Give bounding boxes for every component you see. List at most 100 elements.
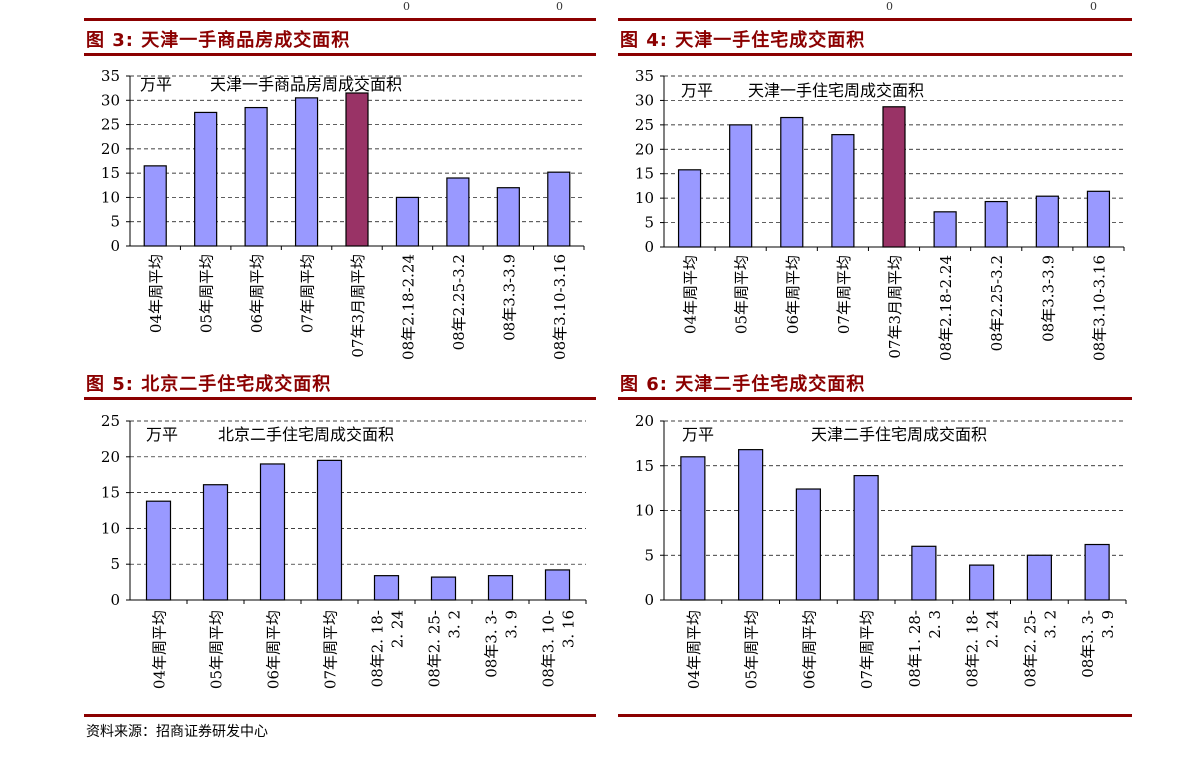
x-tick-label: 08年2.18-2.24 [399, 254, 417, 360]
top-cut-label: 0 [1090, 0, 1097, 13]
bar [1086, 190, 1111, 248]
top-cut-label: 0 [886, 0, 893, 13]
x-tick-label: 2. 24 [389, 610, 407, 648]
x-tick-label: 3. 2 [1041, 610, 1059, 639]
x-tick-label: 08年3. 3- [1079, 610, 1097, 678]
y-tick-label: 0 [644, 591, 654, 609]
top-cut-label: 0 [556, 0, 563, 13]
chart-panel-fig4: 图 4: 天津一手住宅成交面积 0 5 10 15 20 25 30 35 万平 天津一手住宅周成… [618, 21, 1132, 361]
y-tick-label: 15 [101, 484, 120, 502]
x-tick-label: 08年2.18-2.24 [937, 255, 955, 361]
bar [1026, 554, 1052, 601]
inner-chart-title: 天津二手住宅周成交面积 [811, 425, 987, 444]
bar [831, 134, 855, 248]
x-tick-label: 05年周平均 [743, 610, 761, 689]
y-tick-label: 5 [110, 555, 120, 573]
figure-title: 图 5: 北京二手住宅成交面积 [86, 374, 332, 395]
x-tick-label: 08年2.25-3.2 [450, 254, 468, 350]
x-tick-label: 3. 2 [446, 610, 464, 639]
y-tick-label: 20 [101, 140, 120, 158]
x-tick-label: 07年周平均 [858, 610, 876, 689]
bar [780, 116, 804, 248]
bar [259, 463, 286, 601]
x-tick-label: 07年周平均 [322, 610, 340, 689]
bar [795, 488, 821, 601]
bar [738, 449, 764, 601]
y-tick-label: 10 [635, 189, 654, 207]
y-tick-label: 10 [101, 519, 120, 537]
y-tick-label: 15 [635, 165, 654, 183]
y-tick-label: 0 [110, 591, 120, 609]
bar [194, 111, 218, 247]
unit-label: 万平 [146, 425, 178, 444]
x-tick-label: 07年3月周平均 [349, 254, 367, 358]
y-tick-label: 25 [635, 116, 654, 134]
figure-title: 图 3: 天津一手商品房成交面积 [86, 30, 351, 51]
bar [984, 200, 1008, 248]
bar [202, 484, 229, 601]
bar [446, 177, 470, 247]
y-tick-label: 5 [644, 214, 654, 232]
unit-label: 万平 [682, 425, 714, 444]
bar [677, 169, 702, 248]
unit-label: 万平 [140, 75, 172, 94]
footer-rule-right [618, 714, 1132, 717]
x-tick-label: 08年3. 10- [540, 610, 558, 687]
bar [487, 575, 514, 601]
chart-panel-fig3: 图 3: 天津一手商品房成交面积 0 5 10 15 20 25 30 35 万平 天津一手商品房… [84, 21, 596, 361]
bar [882, 106, 906, 248]
bar [373, 575, 400, 601]
bar [547, 171, 571, 247]
x-tick-label: 06年周平均 [265, 610, 283, 689]
x-tick-label: 07年3月周平均 [886, 255, 904, 359]
top-rule-right [618, 18, 1132, 21]
inner-chart-title: 北京二手住宅周成交面积 [218, 425, 394, 444]
footer-rule-left [84, 714, 596, 717]
x-tick-label: 2. 24 [984, 610, 1002, 648]
bar [853, 474, 879, 601]
x-tick-label: 08年2. 18- [964, 610, 982, 687]
figure-title: 图 6: 天津二手住宅成交面积 [620, 374, 866, 395]
bar-chart: 0 5 10 15 20 25 万平 北京二手住宅周成交面积 04年周平均 05年周平均 06年周平… [101, 412, 587, 689]
x-tick-label: 08年2. 25- [426, 610, 444, 687]
bar-chart: 0 5 10 15 20 25 30 35 万平 天津一手住宅周成交面积 04年周平均 05年周平均 0… [635, 67, 1125, 361]
y-tick-label: 15 [635, 457, 654, 475]
y-tick-label: 0 [110, 237, 120, 255]
x-tick-label: 08年3.10-3.16 [551, 254, 569, 360]
figure-title: 图 4: 天津一手住宅成交面积 [620, 30, 866, 51]
x-tick-label: 07年周平均 [299, 254, 317, 333]
x-tick-label: 07年周平均 [835, 255, 853, 334]
x-tick-label: 04年周平均 [685, 610, 703, 689]
bar [729, 124, 753, 248]
x-tick-label: 08年1. 28- [906, 610, 924, 687]
bar [680, 456, 706, 601]
bar [544, 569, 571, 601]
x-tick-label: 08年2.25-3.2 [988, 255, 1006, 351]
y-tick-label: 5 [644, 546, 654, 564]
bar [145, 500, 172, 601]
x-tick-label: 04年周平均 [682, 255, 700, 334]
panel-header: 图 4: 天津一手住宅成交面积 [618, 21, 1132, 56]
panel-header: 图 5: 北京二手住宅成交面积 [84, 365, 596, 400]
unit-label: 万平 [681, 81, 713, 100]
bar [496, 187, 520, 247]
x-tick-label: 08年3.3-3.9 [1039, 255, 1057, 342]
y-tick-label: 20 [101, 448, 120, 466]
x-tick-label: 2. 3 [926, 610, 944, 639]
y-tick-label: 10 [101, 188, 120, 206]
y-tick-label: 20 [635, 412, 654, 430]
y-tick-label: 20 [635, 140, 654, 158]
x-tick-label: 05年周平均 [733, 255, 751, 334]
x-tick-label: 06年周平均 [248, 254, 266, 333]
bar [430, 576, 457, 601]
bar [345, 92, 369, 247]
bar [143, 165, 167, 247]
bar [1035, 195, 1059, 248]
panel-header: 图 3: 天津一手商品房成交面积 [84, 21, 596, 56]
x-tick-label: 3. 9 [503, 610, 521, 639]
panel-header: 图 6: 天津二手住宅成交面积 [618, 365, 1132, 400]
y-tick-label: 30 [635, 91, 654, 109]
y-tick-label: 30 [101, 91, 120, 109]
x-tick-label: 05年周平均 [208, 610, 226, 689]
x-tick-label: 08年3.3-3.9 [500, 254, 518, 341]
